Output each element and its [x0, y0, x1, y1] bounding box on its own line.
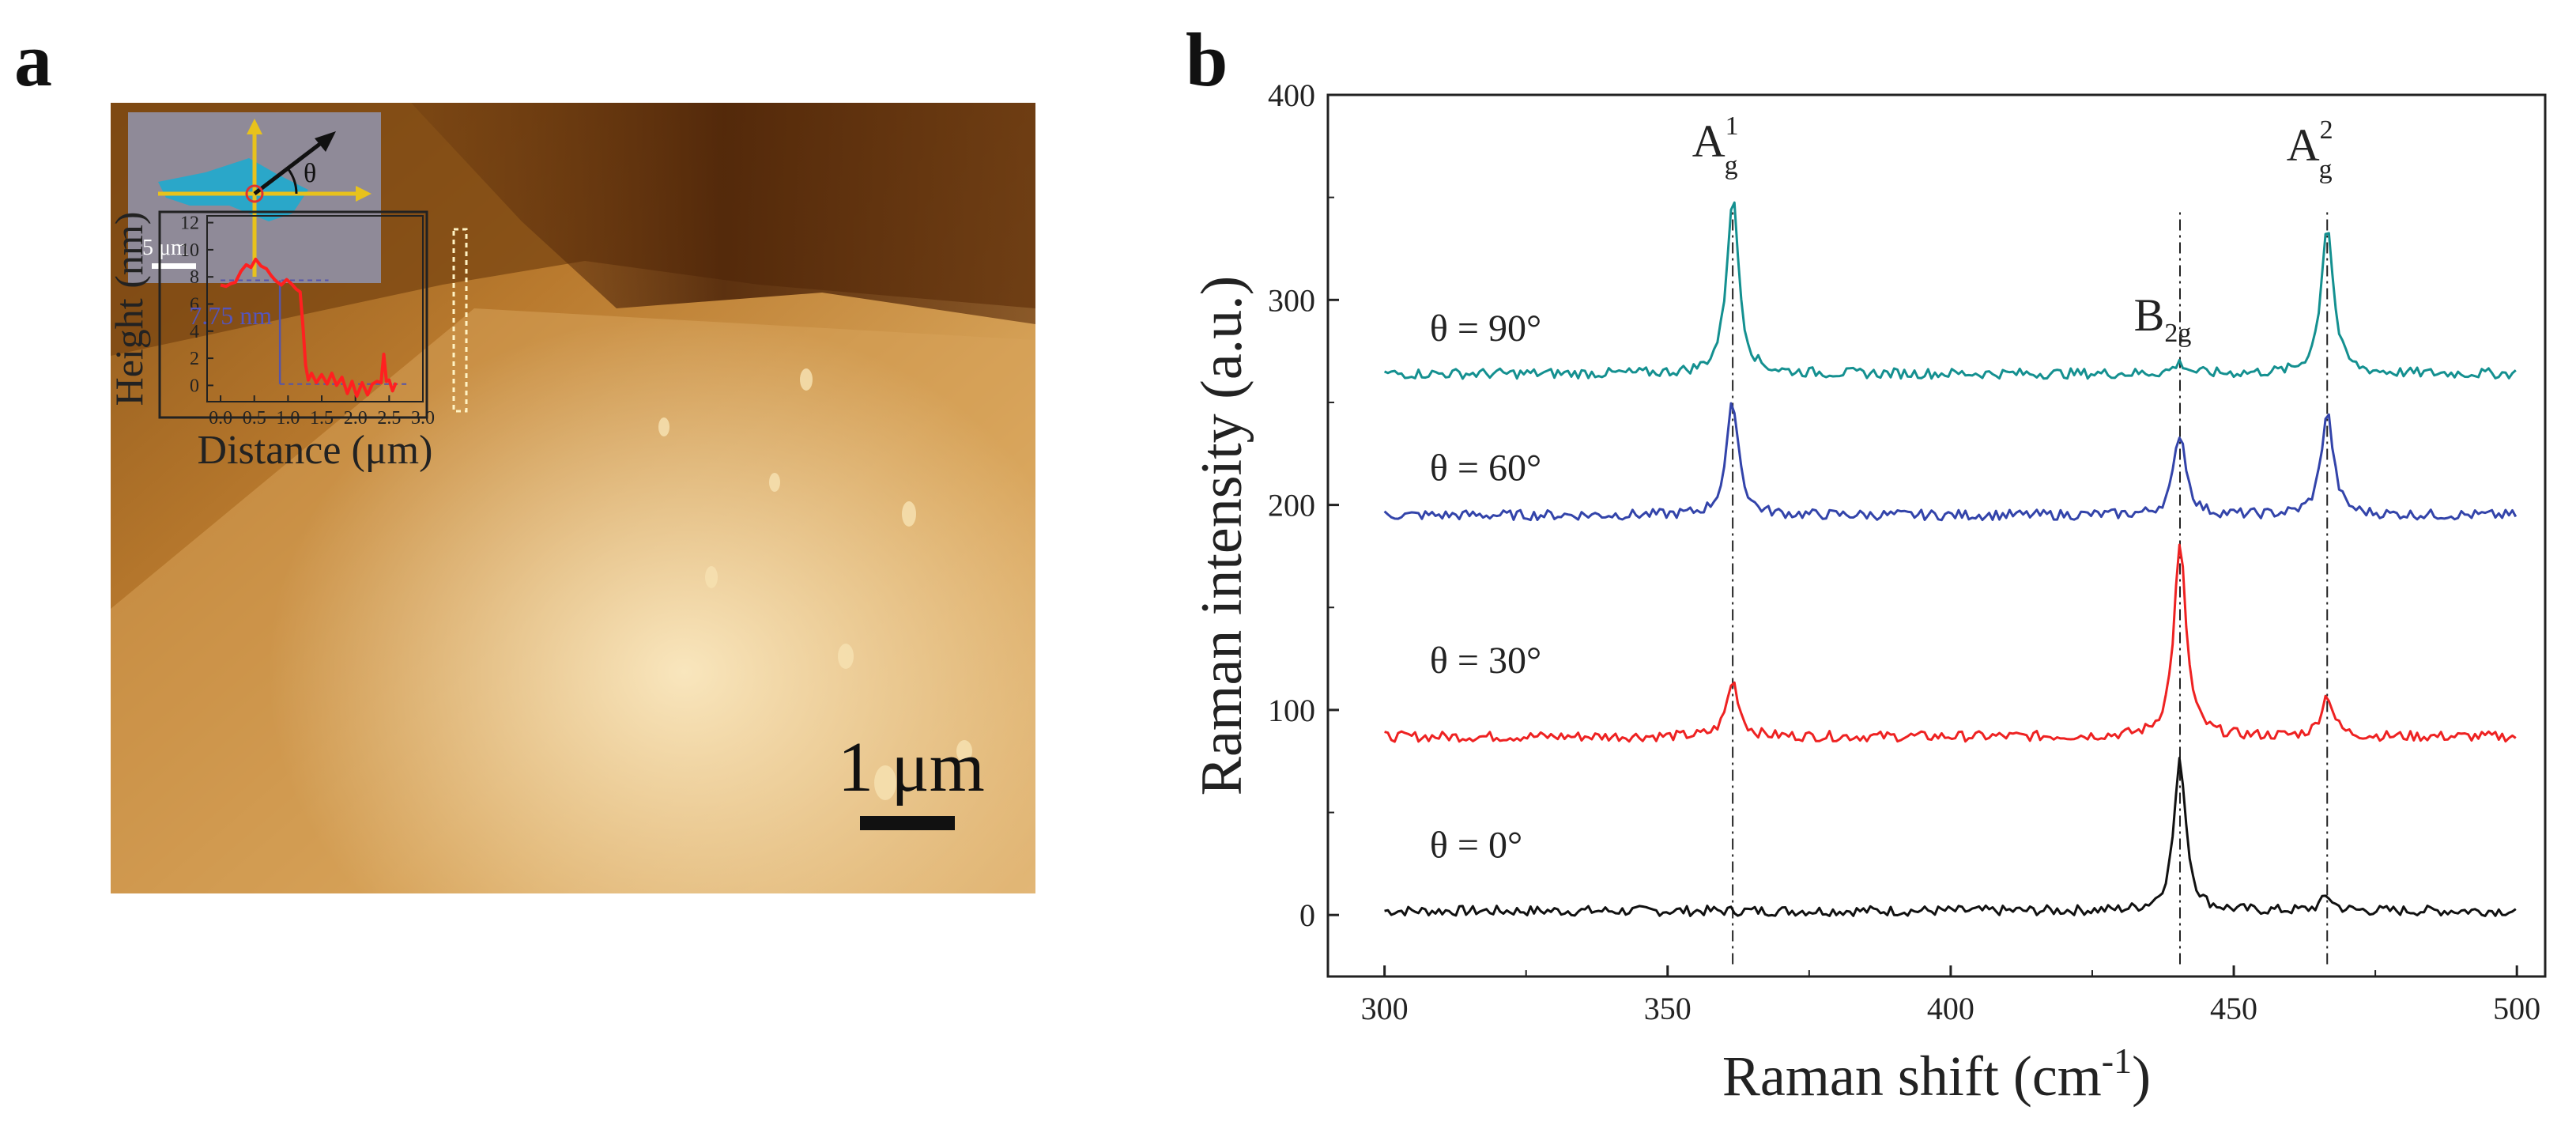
panel-b-label: b — [1186, 17, 1228, 102]
raman-chart: 300 350 400 450 500 0 100 200 300 400 Raman shift … — [1190, 77, 2547, 1108]
raman-x-tick-label: 400 — [1927, 991, 1974, 1026]
raman-x-tick-label: 500 — [2493, 991, 2540, 1026]
height-x-tick-label: 0.5 — [243, 408, 266, 429]
raman-series-label: θ = 60° — [1430, 447, 1541, 489]
height-x-tick-label: 1.5 — [310, 408, 334, 429]
polarization-arrow — [253, 139, 326, 195]
height-y-tick-label: 6 — [190, 294, 199, 315]
raman-peak-label: A2 g — [2287, 115, 2333, 184]
inset-angle-label: θ — [304, 159, 316, 188]
height-profile-chart: 0.0 0.5 1.0 1.5 2.0 2.5 3.0 0 2 4 6 8 10 12 Distance (… — [107, 210, 435, 473]
raman-x-tick-label: 350 — [1644, 991, 1692, 1026]
height-x-tick-label: 1.0 — [276, 408, 300, 429]
raman-x-axis-label: Raman shift (cm-1) — [1722, 1041, 2151, 1108]
raman-y-axis-label: Raman intensity (a.u.) — [1190, 276, 1254, 796]
raman-series-line — [1383, 201, 2517, 380]
raman-plot-area — [1326, 93, 2547, 978]
raman-series-line — [1383, 402, 2518, 522]
raman-x-tick-label: 300 — [1361, 991, 1409, 1026]
raman-y-tick-label: 400 — [1268, 77, 1315, 113]
raman-y-tick-label: 300 — [1268, 282, 1315, 318]
height-plot-area — [206, 215, 424, 402]
height-y-tick-label: 0 — [190, 376, 199, 396]
inset-scale-bar — [152, 263, 196, 269]
height-y-tick-label: 12 — [180, 213, 199, 234]
raman-y-tick-label: 200 — [1268, 488, 1315, 523]
raman-peak-label: A1 g — [1692, 111, 1739, 180]
raman-y-tick-label: 100 — [1268, 693, 1315, 728]
raman-series-line — [1384, 757, 2517, 917]
raman-series-label: θ = 90° — [1430, 308, 1541, 349]
inset-scale-label: 5 μm — [142, 236, 188, 260]
height-y-tick-label: 4 — [190, 322, 199, 342]
height-x-axis-label: Distance (μm) — [198, 428, 433, 473]
optical-inset: θ 5 μm — [128, 112, 381, 283]
panel-a-label: a — [14, 17, 52, 102]
height-x-tick-label: 2.0 — [344, 408, 368, 429]
afm-image: θ 5 μm 1 μm 0.0 0.5 1.0 1.5 2.0 2.5 3.0 0 2 4 6 8 10… — [107, 103, 1035, 893]
height-y-tick-label: 2 — [190, 349, 199, 369]
height-step-annotation: 7.75 nm — [189, 301, 272, 330]
height-chart-frame — [158, 210, 428, 419]
raman-series-label: θ = 0° — [1430, 825, 1522, 867]
raman-y-tick-label: 0 — [1299, 897, 1315, 933]
raman-series-label: θ = 30° — [1430, 640, 1541, 682]
height-profile-line — [220, 257, 398, 399]
height-y-tick-label: 8 — [190, 267, 199, 288]
scale-bar-label: 1 μm — [838, 728, 985, 806]
height-y-axis-label: Height (nm) — [111, 212, 151, 406]
raman-series-line — [1384, 543, 2517, 743]
height-x-tick-label: 2.5 — [377, 408, 401, 429]
raman-peak-label: B2g — [2134, 289, 2192, 348]
height-y-tick-label: 10 — [180, 240, 199, 261]
afm-image-panel: θ 5 μm 1 μm 0.0 0.5 1.0 1.5 2.0 2.5 3.0 0 2 4 6 8 10… — [107, 103, 1035, 893]
raman-spectra-panel: 300 350 400 450 500 0 100 200 300 400 Raman shift … — [1154, 71, 2576, 1133]
flake-shape — [158, 158, 308, 221]
height-x-tick-label: 3.0 — [411, 408, 435, 429]
scale-bar — [860, 816, 955, 830]
height-x-tick-label: 0.0 — [209, 408, 232, 429]
raman-x-tick-label: 450 — [2210, 991, 2257, 1026]
